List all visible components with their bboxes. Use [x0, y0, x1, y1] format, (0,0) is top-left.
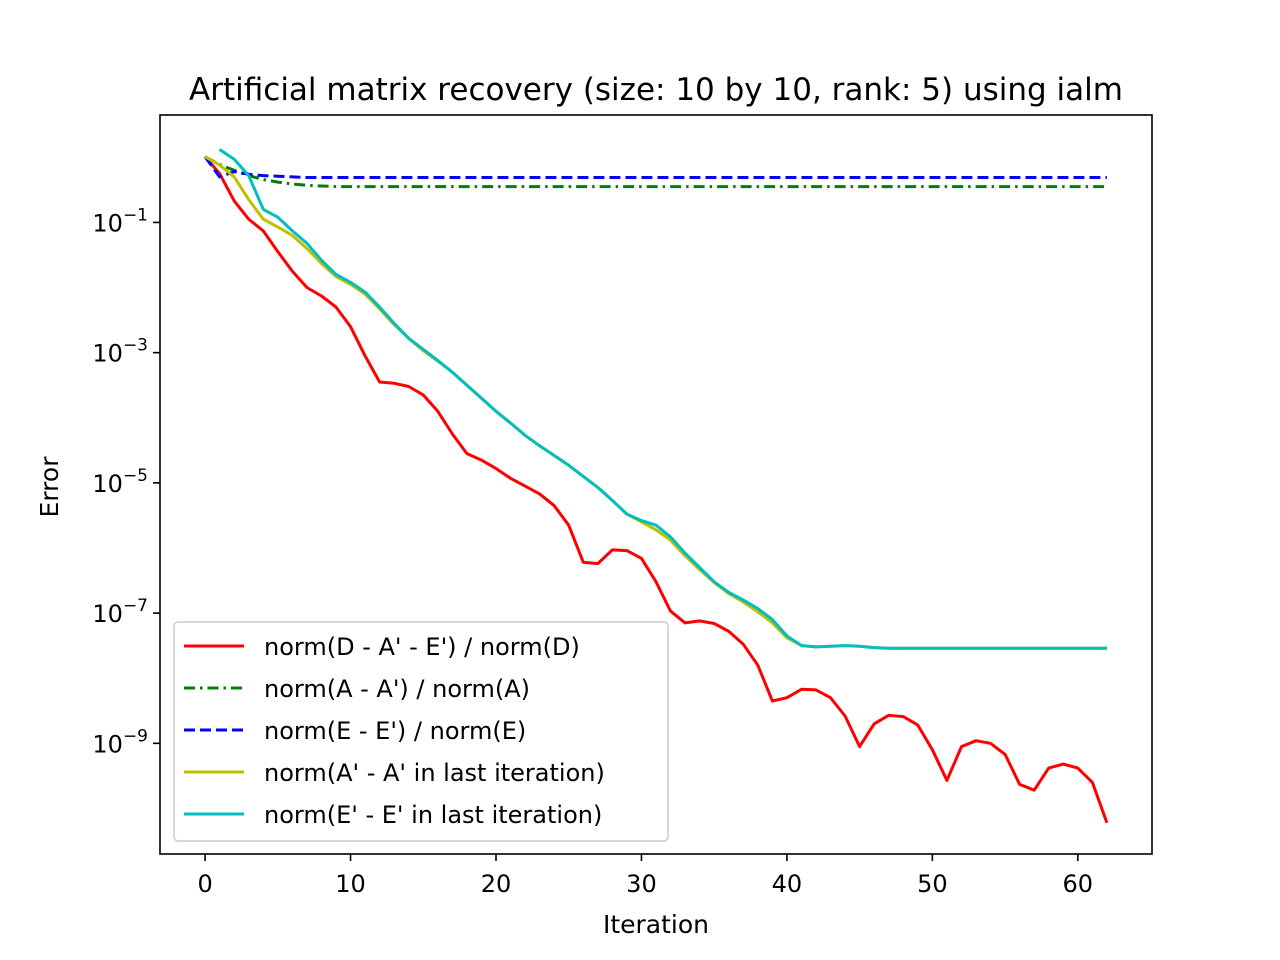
y-tick-label: 10−3	[92, 336, 148, 368]
x-axis: 0 10 20 30 40 50 60	[197, 854, 1093, 898]
series-line-4-norm-a-a-in-last-iteration	[204, 155, 1107, 650]
y-tick-label: 10−5	[92, 466, 148, 498]
legend-label-3: norm(E - E') / norm(E)	[264, 717, 526, 745]
x-tick-label: 30	[626, 870, 657, 898]
legend-label-2: norm(A - A') / norm(A)	[264, 675, 530, 703]
legend-box	[173, 621, 669, 842]
legend-label-5: norm(E' - E' in last iteration)	[264, 801, 602, 829]
legend-label-4: norm(A' - A' in last iteration)	[264, 759, 605, 787]
y-tick-label: 10−9	[92, 726, 148, 758]
x-tick-label: 60	[1063, 870, 1094, 898]
y-axis: 10−1 10−3 10−5 10−7 10−9	[92, 205, 160, 758]
y-tick-label: 10−1	[92, 205, 148, 237]
series-line-3-norm-e-e-norm-e	[203, 155, 1107, 179]
x-tick-label: 20	[481, 870, 512, 898]
x-tick-label: 0	[197, 870, 212, 898]
x-tick-label: 40	[772, 870, 803, 898]
plot-lines	[203, 148, 1109, 824]
chart-title: Artificial matrix recovery (size: 10 by …	[189, 72, 1123, 108]
x-axis-label: Iteration	[603, 910, 709, 939]
plot-frame	[159, 114, 1153, 855]
x-tick-label: 50	[917, 870, 948, 898]
series-line-5-norm-e-e-in-last-iteration	[218, 148, 1107, 650]
legend-label-1: norm(D - A' - E') / norm(D)	[264, 633, 580, 661]
series-line-1-norm-d-a-e-norm-d	[203, 155, 1109, 824]
x-tick-label: 10	[335, 870, 366, 898]
legend: norm(D - A' - E') / norm(D) norm(A - A') …	[173, 621, 669, 842]
y-axis-label: Error	[35, 456, 64, 518]
y-tick-label: 10−7	[92, 596, 148, 628]
series-line-2-norm-a-a-norm-a	[204, 155, 1107, 189]
